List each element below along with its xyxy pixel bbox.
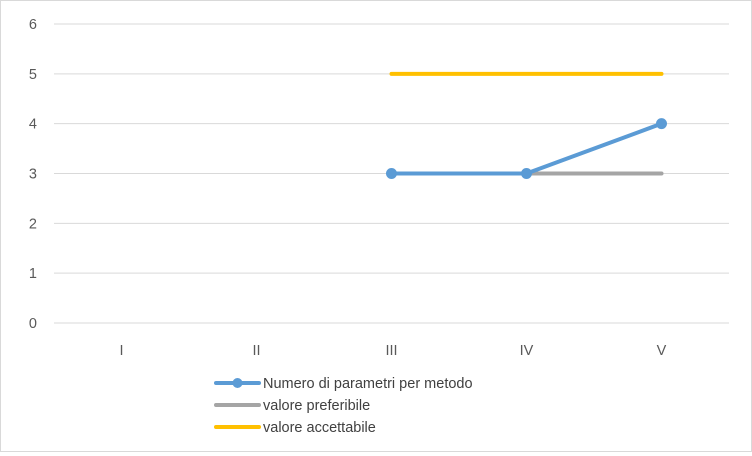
legend-label: Numero di parametri per metodo: [263, 376, 473, 392]
series-line: [389, 121, 664, 176]
legend-label: valore accettabile: [263, 420, 376, 436]
data-point: [386, 168, 397, 179]
x-tick-label: IV: [520, 343, 534, 359]
x-tick-label: V: [657, 343, 667, 359]
y-tick-label: 0: [29, 316, 37, 332]
x-tick-label: III: [385, 343, 397, 359]
y-tick-label: 2: [29, 216, 37, 232]
y-tick-label: 5: [29, 67, 37, 83]
series-lines: [386, 71, 667, 179]
y-tick-label: 4: [29, 117, 37, 133]
y-tick-label: 6: [29, 17, 37, 33]
legend-marker: [232, 378, 243, 388]
x-axis-tick-labels: I II III IV V: [119, 343, 666, 359]
legend: Numero di parametri per metodo valore pre…: [214, 376, 473, 436]
legend-label: valore preferibile: [263, 398, 370, 414]
x-tick-label: I: [119, 343, 123, 359]
x-tick-label: II: [252, 343, 260, 359]
y-tick-label: 3: [29, 167, 37, 183]
data-point: [656, 118, 667, 130]
data-point: [521, 168, 532, 179]
y-tick-label: 1: [29, 266, 37, 282]
y-axis-tick-labels: 0 1 2 3 4 5 6: [29, 17, 37, 332]
